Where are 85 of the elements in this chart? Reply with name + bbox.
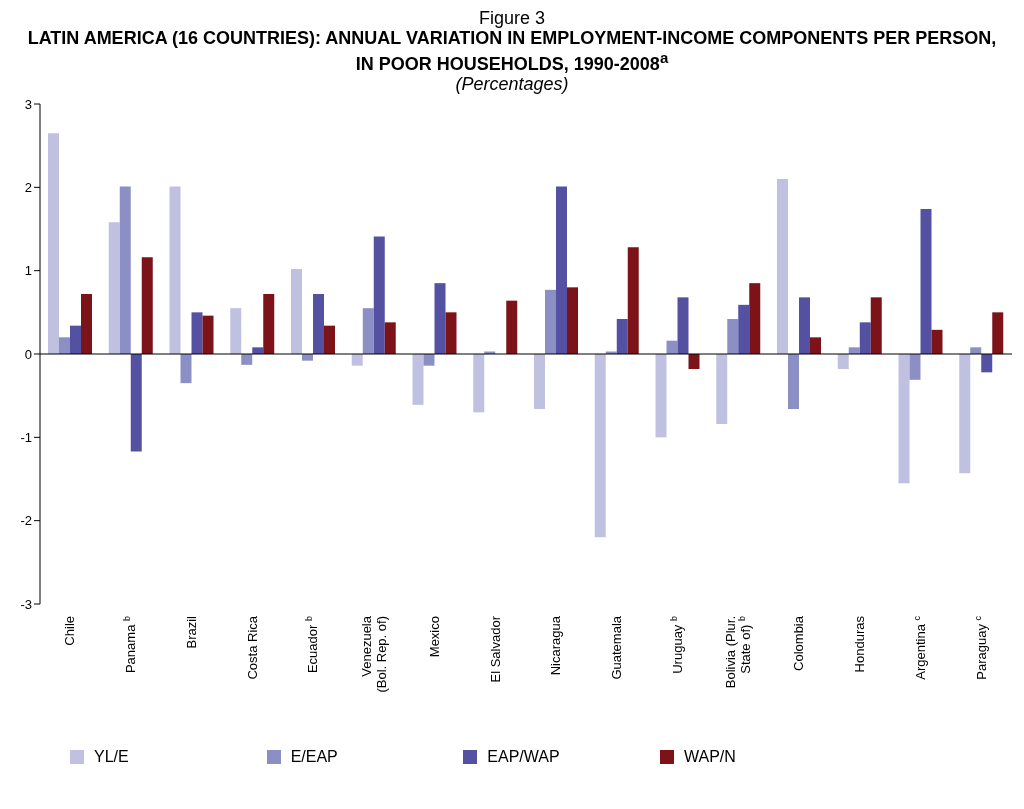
bar: [777, 179, 788, 354]
bar: [959, 354, 971, 474]
bar: [362, 308, 374, 354]
bar: [810, 337, 821, 354]
bar: [81, 294, 92, 354]
bar: [920, 209, 932, 354]
bar: [727, 319, 739, 354]
bar: [688, 354, 700, 369]
bar: [970, 347, 982, 354]
bar: [788, 354, 799, 409]
bar: [324, 325, 335, 354]
bar: [556, 186, 567, 354]
bar: [141, 257, 153, 354]
bar: [909, 354, 921, 380]
legend-label: WAP/N: [683, 748, 736, 766]
y-tick-label: -3: [20, 596, 32, 612]
bar: [616, 319, 628, 354]
y-tick-label: 1: [24, 263, 32, 279]
bar: [567, 287, 578, 354]
bar: [666, 340, 678, 354]
bar: [191, 312, 203, 354]
bar: [252, 347, 264, 354]
bar: [230, 308, 242, 354]
x-tick-label: Chile: [62, 616, 78, 646]
bar: [423, 354, 435, 366]
bar: [506, 300, 518, 354]
bar: [870, 297, 882, 354]
bar: [749, 283, 761, 354]
bar: [837, 354, 849, 369]
bar: [898, 354, 910, 484]
x-tick-label: Guatemala: [609, 615, 625, 680]
bar: [545, 289, 556, 354]
bar: [859, 322, 871, 354]
bar: [738, 304, 750, 354]
bar: [59, 337, 70, 354]
bar: [302, 354, 313, 361]
bar: [848, 347, 860, 354]
bar: [716, 354, 728, 424]
x-tick-label: Nicaragua: [548, 615, 564, 676]
x-tick-label: Brazil: [183, 615, 199, 649]
bar: [202, 315, 214, 354]
bar: [241, 354, 253, 365]
bar: [130, 354, 142, 452]
x-tick-label: Mexico: [426, 616, 442, 658]
y-tick-label: 0: [24, 346, 32, 362]
bar: [313, 294, 324, 354]
bar: [594, 354, 606, 538]
bar: [48, 133, 59, 354]
bar: [799, 297, 810, 354]
x-tick-label: Honduras: [852, 615, 868, 673]
caption: Figure 3: [478, 8, 546, 28]
bar: [291, 269, 302, 354]
x-tick-label: Venezuela (Bol. Rep. of): [358, 615, 389, 693]
bar: [412, 354, 424, 405]
bar: [70, 325, 81, 354]
legend-label: EAP/WAP: [487, 748, 560, 766]
bar: [373, 236, 385, 354]
bar: [655, 354, 667, 438]
x-tick-label: Colombia: [791, 615, 807, 671]
bar: [627, 247, 639, 354]
bar: [384, 322, 396, 354]
y-tick-label: 3: [24, 96, 32, 112]
y-tick-label: -1: [20, 429, 32, 445]
legend-label: E/EAP: [290, 748, 338, 766]
bar: [534, 354, 545, 409]
bar: [180, 354, 192, 384]
bar: [263, 294, 275, 354]
bar: [108, 222, 120, 354]
bar: [473, 354, 485, 413]
chart-title: LATIN AMERICA (16 COUNTRIES): ANNUAL VARIATION IN EMPLOYMENT-INCOME COMPONENTS PER PERSON, IN POOR HOUSEHOLDS, 1990-2008$^{a}$: [27, 28, 997, 74]
chart-subtitle: (Percentages): [455, 74, 569, 94]
bar: [351, 354, 363, 366]
bar: [992, 312, 1004, 354]
x-tick-label: Costa Rica: [244, 615, 260, 680]
bar: [119, 186, 131, 354]
y-tick-label: -2: [20, 513, 32, 529]
y-tick-label: 2: [24, 179, 32, 195]
bar: [434, 283, 446, 354]
bar: [931, 329, 943, 354]
x-tick-label: El Salvador: [487, 615, 503, 683]
bar: [677, 297, 689, 354]
bar: [445, 312, 457, 354]
legend-label: YL/E: [94, 748, 129, 766]
bar: [981, 354, 993, 373]
bar: [169, 186, 181, 354]
